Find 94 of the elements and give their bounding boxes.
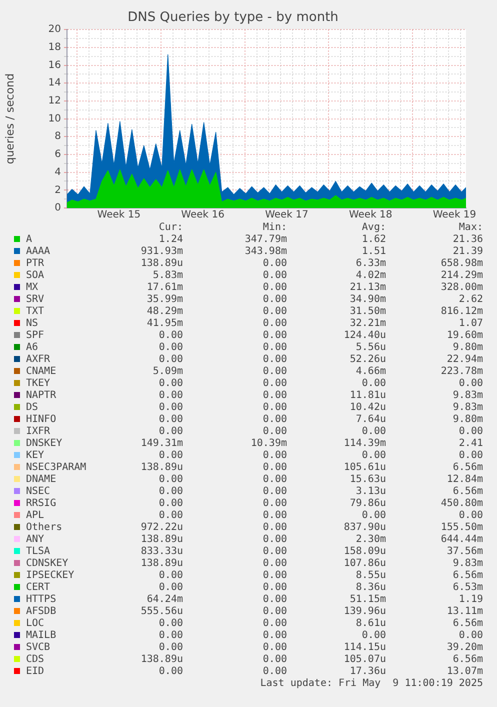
x-tick-label: Week 16 [181, 210, 224, 221]
text: 833.33u 0.00 158.09u 37.56m [140, 546, 483, 557]
text: 0.00 0.00 8.61u 6.56m [158, 618, 483, 629]
legend-label: AFSDB [26, 606, 56, 618]
legend-label: MAILB [26, 630, 56, 642]
text: 138.89u 0.00 6.33m 658.98m [140, 258, 483, 269]
text: 149.31m 10.39m 114.39m 2.41 [140, 438, 483, 449]
legend-label: MX [26, 282, 38, 294]
legend-label: LOC [26, 618, 44, 630]
y-tick-label: 2 [54, 184, 61, 196]
text: 0.00 0.00 7.64u 9.80m [158, 414, 483, 425]
legend-label: KEY [26, 450, 44, 462]
legend-label: NS [26, 318, 38, 330]
x-tick-label: Week 19 [432, 210, 476, 221]
legend-label: CERT [26, 582, 50, 594]
legend-label: NSEC3PARAM [26, 462, 86, 474]
text: 5.83m 0.00 4.02m 214.29m [152, 270, 483, 281]
legend-label: A6 [26, 342, 38, 354]
legend-label: A [26, 234, 32, 246]
chart-title: DNS Queries by type - by month [128, 10, 338, 26]
y-tick-label: 0 [54, 202, 61, 214]
text: 0.00 0.00 15.63u 12.84m [158, 474, 483, 485]
legend-label: TKEY [26, 378, 50, 390]
legend-label: NSEC [26, 486, 50, 498]
text: 0.00 0.00 17.36u 13.07m [158, 666, 483, 677]
x-tick-label: Week 18 [348, 210, 392, 221]
legend-label: PTR [26, 258, 44, 270]
y-tick-label: 10 [48, 113, 61, 124]
legend-label: APL [26, 510, 44, 522]
text: 0.00 0.00 0.00 0.00 [158, 378, 483, 389]
text: 0.00 0.00 0.00 0.00 [158, 510, 483, 521]
legend-label: IXFR [26, 426, 50, 438]
text: 48.29m 0.00 31.50m 816.12m [146, 306, 483, 317]
text: 0.00 0.00 0.00 0.00 [158, 450, 483, 461]
legend-label: NAPTR [26, 390, 56, 402]
legend-label: DNSKEY [26, 438, 62, 450]
legend-label: AAAA [26, 246, 50, 258]
text: 972.22u 0.00 837.90u 155.50m [140, 522, 483, 533]
text: 138.89u 0.00 105.07u 6.56m [140, 654, 483, 665]
text: 0.00 0.00 79.86u 450.80m [158, 498, 483, 509]
text: 35.99m 0.00 34.90m 2.62 [146, 294, 483, 305]
text: 0.00 0.00 3.13u 6.56m [158, 486, 483, 497]
text: 64.24m 0.00 51.15m 1.19 [146, 594, 483, 605]
text: 138.89u 0.00 2.30m 644.44m [140, 534, 483, 545]
legend-label: EID [26, 666, 44, 678]
legend-label: CDNSKEY [26, 558, 68, 570]
text: 138.89u 0.00 105.61u 6.56m [140, 462, 483, 473]
text: 5.09m 0.00 4.66m 223.78m [152, 366, 483, 377]
legend-label: RRSIG [26, 498, 56, 510]
text: 0.00 0.00 52.26u 22.94m [158, 354, 483, 365]
legend-label: SRV [26, 294, 44, 306]
text: 0.00 0.00 0.00 0.00 [158, 630, 483, 641]
y-tick-label: 8 [54, 131, 61, 142]
legend-label: TLSA [26, 546, 50, 558]
text: 0.00 0.00 11.81u 9.83m [158, 390, 483, 401]
legend-label: CDS [26, 654, 44, 666]
text: 17.61m 0.00 21.13m 328.00m [146, 282, 483, 293]
y-tick-label: 14 [48, 78, 61, 89]
y-tick-label: 6 [54, 149, 61, 160]
x-tick-label: Week 15 [97, 210, 141, 221]
text: Cur: Min: Avg: Max: [158, 222, 483, 233]
y-tick-label: 4 [54, 166, 61, 178]
legend-label: SVCB [26, 642, 50, 654]
legend-label: DNAME [26, 474, 56, 486]
legend-label: CNAME [26, 366, 56, 378]
text: 0.00 0.00 114.15u 39.20m [158, 642, 483, 653]
y-tick-label: 20 [48, 24, 61, 36]
text: 0.00 0.00 124.40u 19.60m [158, 330, 483, 341]
text: Last update: Fri May 9 11:00:19 2025 [260, 678, 483, 690]
text: 138.89u 0.00 107.86u 9.83m [140, 558, 483, 569]
text: 41.95m 0.00 32.21m 1.07 [146, 318, 483, 329]
legend-label: SOA [26, 270, 44, 282]
y-tick-label: 12 [48, 96, 61, 107]
text: 555.56u 0.00 139.96u 13.11m [140, 606, 483, 617]
text: 1.24 347.79m 1.62 21.36 [158, 234, 483, 245]
legend-label: IPSECKEY [26, 570, 74, 582]
legend-label: SPF [26, 330, 44, 342]
text: 0.00 0.00 8.36u 6.53m [158, 582, 483, 593]
legend-label: Others [26, 522, 62, 534]
y-tick-label: 18 [48, 42, 61, 54]
text: 0.00 0.00 0.00 0.00 [158, 426, 483, 437]
text: 0.00 0.00 10.42u 9.83m [158, 402, 483, 413]
legend-label: TXT [26, 306, 44, 318]
y-axis-title: queries / second [3, 73, 16, 164]
text: 931.93m 343.98m 1.51 21.39 [140, 246, 483, 257]
text: 0.00 0.00 5.56u 9.80m [158, 342, 483, 353]
legend-label: HINFO [26, 414, 56, 426]
legend-label: ANY [26, 534, 44, 546]
text: 0.00 0.00 8.55u 6.56m [158, 570, 483, 581]
legend-label: HTTPS [26, 594, 56, 606]
legend-label: DS [26, 402, 38, 414]
y-tick-label: 16 [48, 60, 61, 71]
x-tick-label: Week 17 [265, 210, 308, 221]
legend-label: AXFR [26, 354, 50, 366]
